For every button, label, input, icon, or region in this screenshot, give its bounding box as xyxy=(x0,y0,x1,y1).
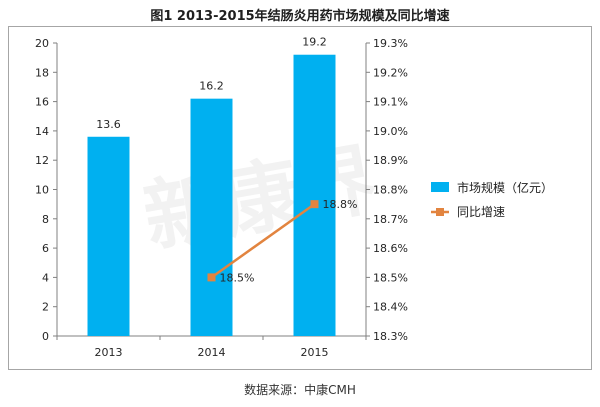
y-right-tick-label: 19.0% xyxy=(373,125,408,138)
y-left-tick-label: 12 xyxy=(35,154,49,167)
y-left-tick-label: 8 xyxy=(42,213,49,226)
y-right-tick-label: 18.8% xyxy=(373,184,408,197)
legend-bar-label: 市场规模（亿元） xyxy=(457,180,553,195)
bar xyxy=(87,136,130,336)
y-right-tick-label: 19.1% xyxy=(373,96,408,109)
legend-line-marker xyxy=(436,208,444,216)
x-tick-label: 2015 xyxy=(301,346,329,359)
y-left-tick-label: 2 xyxy=(42,301,49,314)
legend-line-label: 同比增速 xyxy=(457,205,505,219)
y-left-tick-label: 4 xyxy=(42,271,49,284)
y-left-tick-label: 18 xyxy=(35,66,49,79)
y-left-tick-label: 10 xyxy=(35,184,49,197)
bar xyxy=(293,54,336,336)
bar-data-label: 16.2 xyxy=(199,80,224,93)
y-right-tick-label: 18.7% xyxy=(373,213,408,226)
chart-title: 图1 2013-2015年结肠炎用药市场规模及同比增速 xyxy=(150,9,450,24)
growth-point xyxy=(207,273,216,282)
line-data-label: 18.8% xyxy=(323,198,358,211)
y-right-tick-label: 19.3% xyxy=(373,37,408,50)
y-right-tick-label: 19.2% xyxy=(373,66,408,79)
data-source-note: 数据来源：中康CMH xyxy=(244,383,356,397)
growth-line xyxy=(210,203,316,279)
bar-data-label: 19.2 xyxy=(302,36,327,49)
y-right-tick-label: 18.3% xyxy=(373,330,408,343)
y-left-tick-label: 20 xyxy=(35,37,49,50)
y-right-tick-label: 18.9% xyxy=(373,154,408,167)
growth-point xyxy=(310,200,319,209)
y-left-tick-label: 6 xyxy=(42,242,49,255)
y-left-tick-label: 16 xyxy=(35,96,49,109)
line-data-label: 18.5% xyxy=(220,271,255,284)
y-right-tick-label: 18.6% xyxy=(373,242,408,255)
y-left-tick-label: 0 xyxy=(42,330,49,343)
y-right-tick-label: 18.4% xyxy=(373,301,408,314)
legend-bar-swatch xyxy=(431,182,449,192)
y-right-tick-label: 18.5% xyxy=(373,271,408,284)
bar-data-label: 13.6 xyxy=(96,118,121,131)
x-tick-label: 2013 xyxy=(95,346,123,359)
x-tick-label: 2014 xyxy=(198,346,226,359)
y-left-tick-label: 14 xyxy=(35,125,49,138)
bar xyxy=(190,98,233,336)
